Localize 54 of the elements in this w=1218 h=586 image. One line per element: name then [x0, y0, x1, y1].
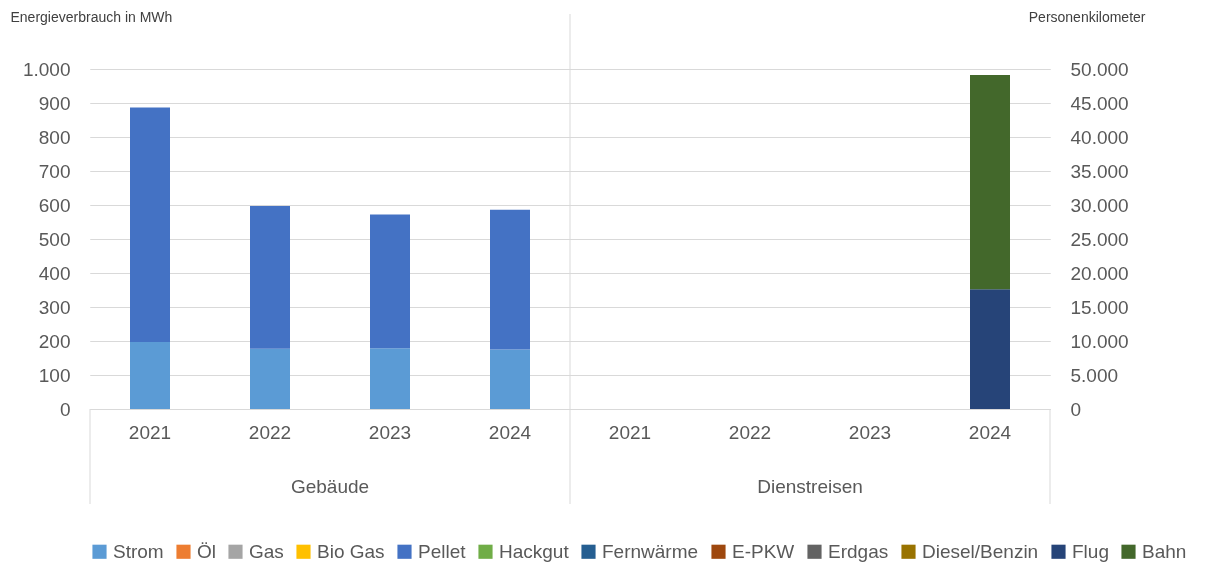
x-tick-label: 2021 [608, 421, 652, 443]
bar [250, 348, 290, 409]
y-tick-label: 800 [38, 126, 71, 148]
bar [370, 348, 410, 409]
y2-tick-label: 25.000 [1070, 228, 1129, 250]
text: Gebäude [290, 476, 370, 497]
y2-tick-label: 30.000 [1070, 194, 1129, 216]
x-tick-label: 2023 [848, 421, 892, 443]
legend-label: Bio Gas [317, 540, 385, 562]
x-tick-label: 2022 [248, 421, 292, 443]
y2-tick-label: 45.000 [1070, 92, 1129, 114]
y2-tick-label: 15.000 [1070, 296, 1129, 318]
y-axis-title: Energieverbrauch in MWh [10, 8, 173, 25]
bar [130, 107, 170, 343]
y-tick-label: 600 [38, 194, 71, 216]
y-tick-label: 100 [38, 364, 71, 386]
legend-label: Erdgas [828, 540, 889, 562]
y2-tick-label: 50.000 [1070, 58, 1129, 80]
y-tick-label: 0 [59, 398, 71, 420]
legend-label: Pellet [418, 540, 467, 562]
legend-label: Hackgut [499, 540, 570, 562]
y-tick-label: 500 [38, 228, 71, 250]
y-tick-label: 900 [38, 92, 71, 114]
legend-label: Gas [249, 540, 284, 562]
legend-label: Strom [113, 540, 164, 562]
y2-tick-label: 20.000 [1070, 262, 1129, 284]
legend-label: Fernwärme [602, 540, 699, 562]
bar [130, 342, 170, 409]
y-tick-label: 200 [38, 330, 71, 352]
y2-tick-label: 5.000 [1070, 364, 1119, 386]
bar [250, 206, 290, 349]
y2-tick-label: 35.000 [1070, 160, 1129, 182]
bar [370, 214, 410, 349]
y2-tick-label: 0 [1070, 398, 1082, 420]
y-tick-label: 300 [38, 296, 71, 318]
legend-label: Flug [1072, 540, 1109, 562]
y-tick-label: 700 [38, 160, 71, 182]
y2-tick-label: 10.000 [1070, 330, 1129, 352]
legend-label: E-PKW [732, 540, 795, 562]
legend-label: Diesel/Benzin [922, 540, 1039, 562]
x-tick-label: 2023 [368, 421, 412, 443]
y-tick-label: 400 [38, 262, 71, 284]
y-tick-label: 1.000 [22, 58, 71, 80]
y2-axis-title: Personenkilometer [1028, 8, 1146, 25]
legend-label: Bahn [1142, 540, 1187, 562]
bar [490, 349, 530, 409]
legend-label: Öl [197, 540, 216, 562]
text: Dienstreisen [757, 476, 863, 497]
x-tick-label: 2024 [968, 421, 1012, 443]
bar [490, 209, 530, 350]
x-tick-label: 2024 [488, 421, 532, 443]
x-tick-label: 2022 [728, 421, 772, 443]
y2-tick-label: 40.000 [1070, 126, 1129, 148]
x-tick-label: 2021 [128, 421, 172, 443]
